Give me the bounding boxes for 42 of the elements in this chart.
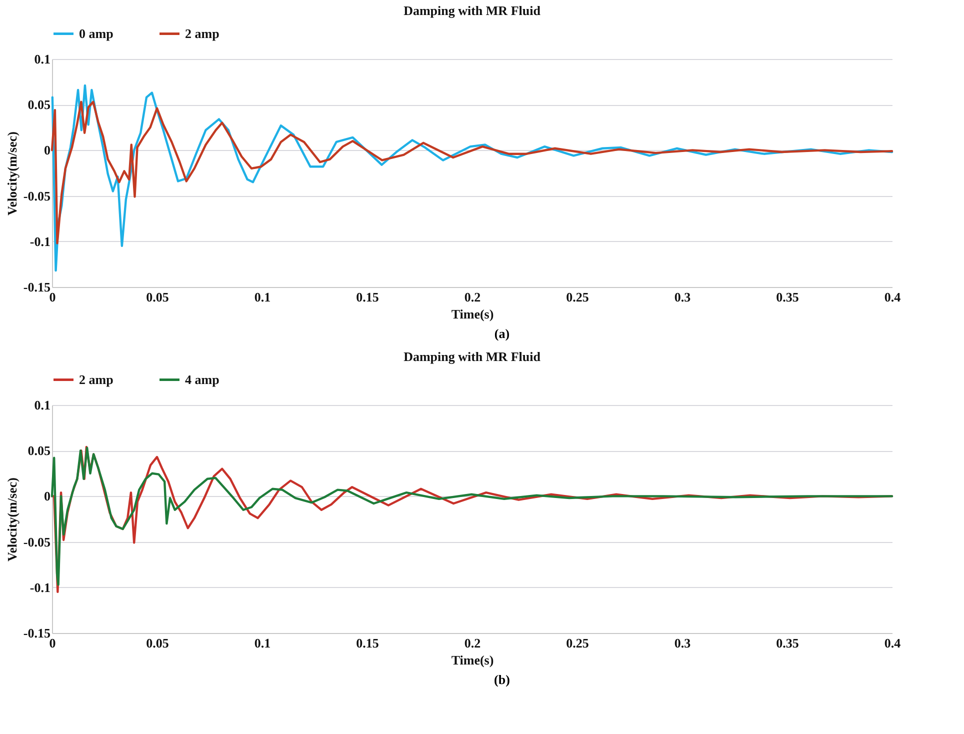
y-tick-label: 0.05 [28, 97, 51, 112]
x-tick-label: 0.3 [674, 636, 692, 650]
chart-title: Damping with MR Fluid [404, 3, 542, 18]
x-tick-label: 0.2 [464, 636, 481, 650]
y-tick-label: 0 [44, 142, 50, 158]
legend-label: 2 amp [79, 372, 114, 387]
line-series [51, 84, 894, 272]
x-tick-label: 0.25 [566, 636, 590, 650]
line-series [50, 100, 894, 244]
x-tick-label: 0.15 [356, 290, 380, 304]
legend-label: 2 amp [185, 26, 220, 41]
x-tick-label: 0.1 [254, 290, 271, 304]
x-tick-label: 0.35 [776, 636, 800, 650]
x-tick-label: 0.3 [674, 290, 692, 304]
y-axis-title: Velocity(m/sec) [4, 132, 20, 216]
y-tick-label: -0.1 [30, 234, 50, 249]
text: (b) [493, 672, 511, 688]
x-tick-label: 0.1 [254, 636, 271, 650]
y-axis-title: Velocity(m/sec) [4, 478, 20, 562]
y-tick-label: 0 [44, 488, 50, 504]
x-tick-label: 0.05 [146, 290, 170, 304]
x-tick-label: 0.05 [146, 636, 170, 650]
legend-label: 0 amp [79, 26, 114, 41]
x-tick-label: 0.4 [884, 636, 902, 650]
x-tick-label: 0.35 [776, 290, 800, 304]
legend-label: 4 amp [185, 372, 220, 387]
y-tick-label: -0.05 [23, 534, 51, 550]
x-axis-title: Time(s) [451, 306, 494, 322]
x-tick-label: 0.15 [356, 636, 380, 650]
y-tick-label: 0.1 [34, 398, 50, 412]
y-tick-label: -0.1 [30, 580, 50, 595]
x-tick-label: 0.4 [884, 290, 902, 304]
y-tick-label: -0.05 [23, 188, 51, 204]
y-tick-label: -0.15 [23, 626, 51, 640]
x-tick-label: 0.2 [464, 290, 481, 304]
y-tick-label: 0.1 [34, 52, 50, 66]
x-tick-label: 0.25 [566, 290, 590, 304]
x-axis-title: Time(s) [451, 652, 494, 668]
chart-title: Damping with MR Fluid [404, 349, 542, 364]
y-tick-label: -0.15 [23, 280, 51, 294]
y-tick-label: 0.05 [28, 443, 51, 458]
text: (a) [493, 326, 511, 342]
